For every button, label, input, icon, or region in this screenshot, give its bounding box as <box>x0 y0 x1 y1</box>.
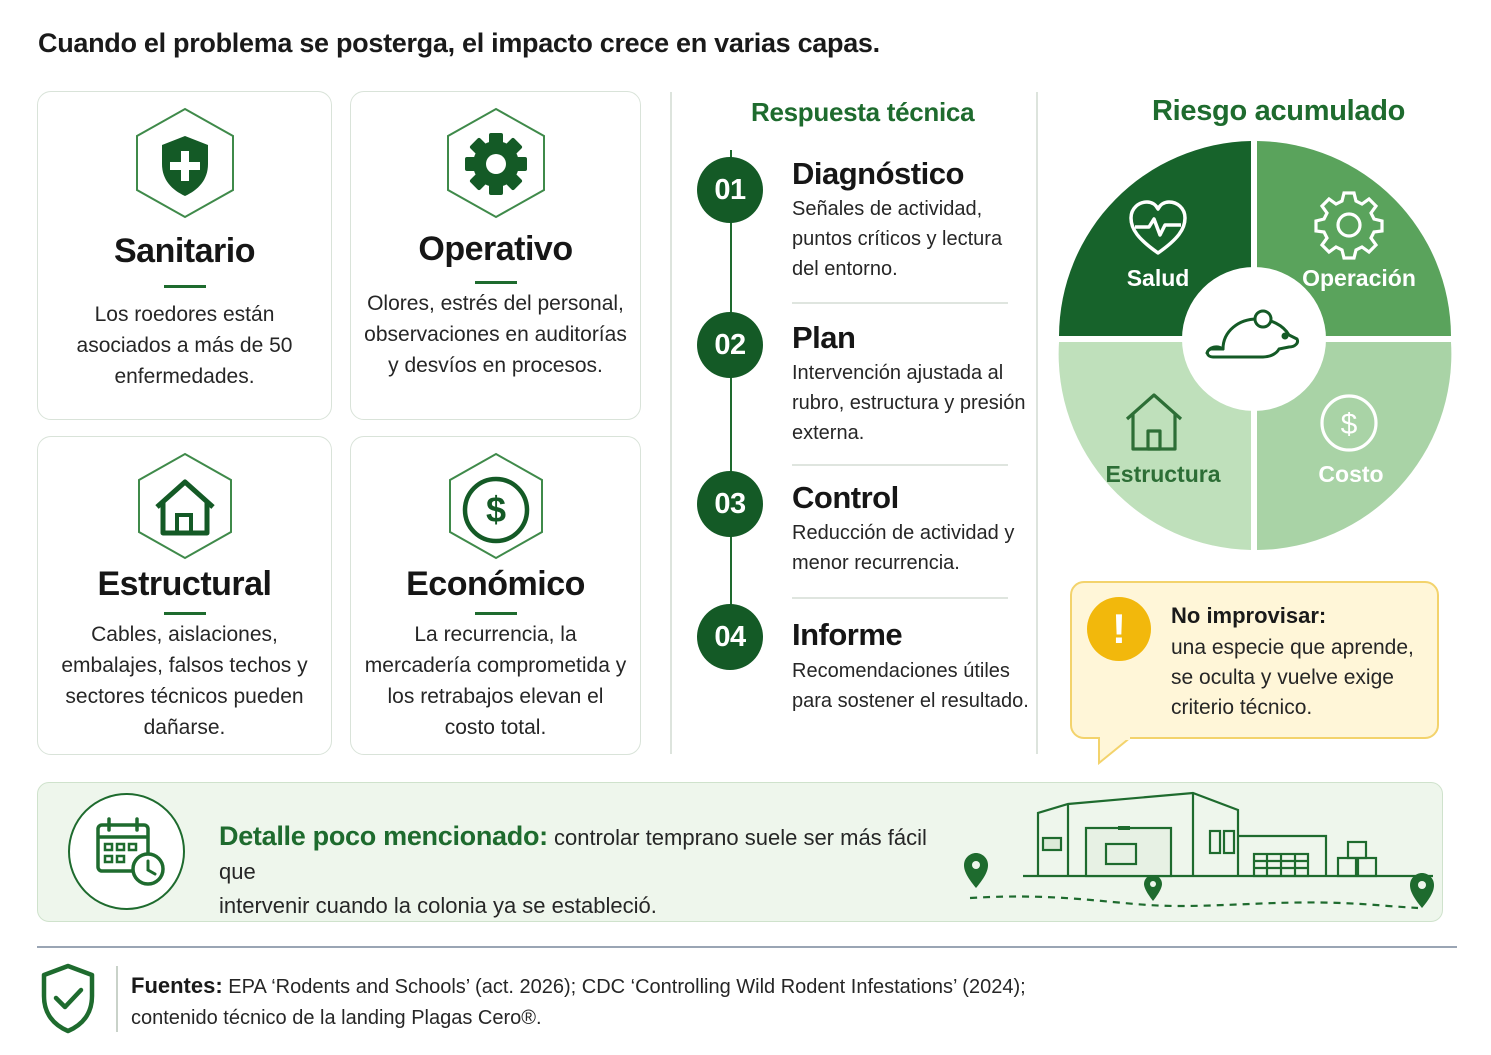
callout-title: No improvisar: <box>1171 603 1327 628</box>
heart-pulse-icon <box>1129 200 1187 255</box>
sources-line-2: contenido técnico de la landing Plagas C… <box>131 1007 542 1029</box>
timeline-line <box>730 150 732 650</box>
step-number: 02 <box>697 312 763 378</box>
sources-lead: Fuentes: <box>131 973 223 998</box>
step-title: Informe <box>792 617 903 652</box>
step-description: Intervención ajustada al rubro, estructu… <box>792 362 1026 444</box>
impact-title: Estructural <box>97 565 273 603</box>
response-title: Respuesta técnica <box>751 97 975 127</box>
risk-segment-label: Estructura <box>1105 461 1220 487</box>
step-description: Reducción de actividad y menor recurrenc… <box>792 522 1015 574</box>
svg-text:$: $ <box>485 489 505 530</box>
impact-card-sanitario: Sanitario Los roedores están asociados a… <box>37 91 332 420</box>
risk-segment-salud <box>1059 141 1251 336</box>
svg-text:$: $ <box>1341 408 1358 441</box>
risk-segment-label: Operación <box>1302 265 1416 291</box>
risk-wheel: Salud Operación Estructura $ Costo <box>1058 141 1452 550</box>
impact-card-operativo: Operativo Olores, estrés del personal, o… <box>350 91 641 420</box>
impact-description: La recurrencia, la mercadería comprometi… <box>364 623 627 739</box>
step-number: 04 <box>697 604 763 670</box>
house-icon <box>137 452 232 560</box>
title-underline <box>474 612 517 615</box>
title-underline <box>163 612 206 615</box>
column-divider <box>1036 92 1038 754</box>
impact-description: Olores, estrés del personal, observacion… <box>364 292 627 377</box>
location-pin-icon <box>1144 875 1162 901</box>
step-title: Plan <box>792 320 856 355</box>
footer-divider <box>37 946 1457 948</box>
sources-line-1: EPA ‘Rodents and Schools’ (act. 2026); C… <box>222 976 1026 998</box>
risk-segment-label: Costo <box>1318 461 1383 487</box>
rodent-icon <box>1205 309 1299 359</box>
callout-tail <box>1098 737 1132 765</box>
impact-card-economico: $ Económico La recurrencia, la mercaderí… <box>350 436 641 755</box>
step-description: Recomendaciones útiles para sostener el … <box>792 660 1029 712</box>
risk-title: Riesgo acumulado <box>1152 95 1406 127</box>
dollar-coin-icon: $ <box>1320 394 1378 452</box>
title-underline <box>163 285 206 288</box>
step-number: 01 <box>697 157 763 223</box>
warehouse-skyline-illustration <box>964 791 1434 910</box>
impact-title: Sanitario <box>114 232 255 270</box>
impact-card-estructural: Estructural Cables, aislaciones, embalaj… <box>37 436 332 755</box>
title-underline <box>474 281 517 284</box>
step-title: Diagnóstico <box>792 156 964 191</box>
risk-segment-label: Salud <box>1127 265 1190 291</box>
step-divider <box>792 597 1008 599</box>
risk-segment-costo <box>1257 342 1452 550</box>
house-icon <box>1125 393 1183 451</box>
exclamation-icon: ! <box>1087 597 1151 661</box>
page-title: Cuando el problema se posterga, el impac… <box>38 28 880 58</box>
impact-title: Económico <box>406 565 585 603</box>
step-title: Control <box>792 480 899 515</box>
impact-description: Cables, aislaciones, embalajes, falsos t… <box>61 623 308 739</box>
dollar-coin-icon: $ <box>448 452 543 560</box>
sources-divider <box>116 966 118 1032</box>
tip-banner: Detalle poco mencionado: controlar tempr… <box>37 782 1443 922</box>
gear-icon <box>446 107 545 219</box>
sources-text: Fuentes: EPA ‘Rodents and Schools’ (act.… <box>131 970 1131 1034</box>
tip-lead: Detalle poco mencionado: <box>219 821 548 851</box>
location-pin-icon <box>964 853 988 888</box>
shield-plus-icon <box>135 107 234 219</box>
step-divider <box>792 302 1008 304</box>
tip-text-line-2: intervenir cuando la colonia ya se estab… <box>219 893 657 918</box>
step-divider <box>792 464 1008 466</box>
step-number: 03 <box>697 471 763 537</box>
calendar-clock-icon <box>68 793 185 910</box>
risk-segment-operacion <box>1257 141 1451 336</box>
step-description: Señales de actividad, puntos críticos y … <box>792 198 1003 280</box>
risk-segment-estructura <box>1058 342 1251 550</box>
gear-icon <box>1314 191 1384 260</box>
location-pin-icon <box>1410 873 1434 908</box>
impact-description: Los roedores están asociados a más de 50… <box>76 303 293 388</box>
callout-text: una especie que aprende, se oculta y vue… <box>1171 636 1414 719</box>
tip-text: Detalle poco mencionado: controlar tempr… <box>219 819 939 923</box>
shield-check-icon <box>41 963 95 1034</box>
callout-box: ! No improvisar: una especie que aprende… <box>1070 581 1439 739</box>
column-divider <box>670 92 672 754</box>
tip-text-line-1: controlar temprano suele ser más fácil q… <box>219 825 927 884</box>
impact-title: Operativo <box>418 230 573 268</box>
